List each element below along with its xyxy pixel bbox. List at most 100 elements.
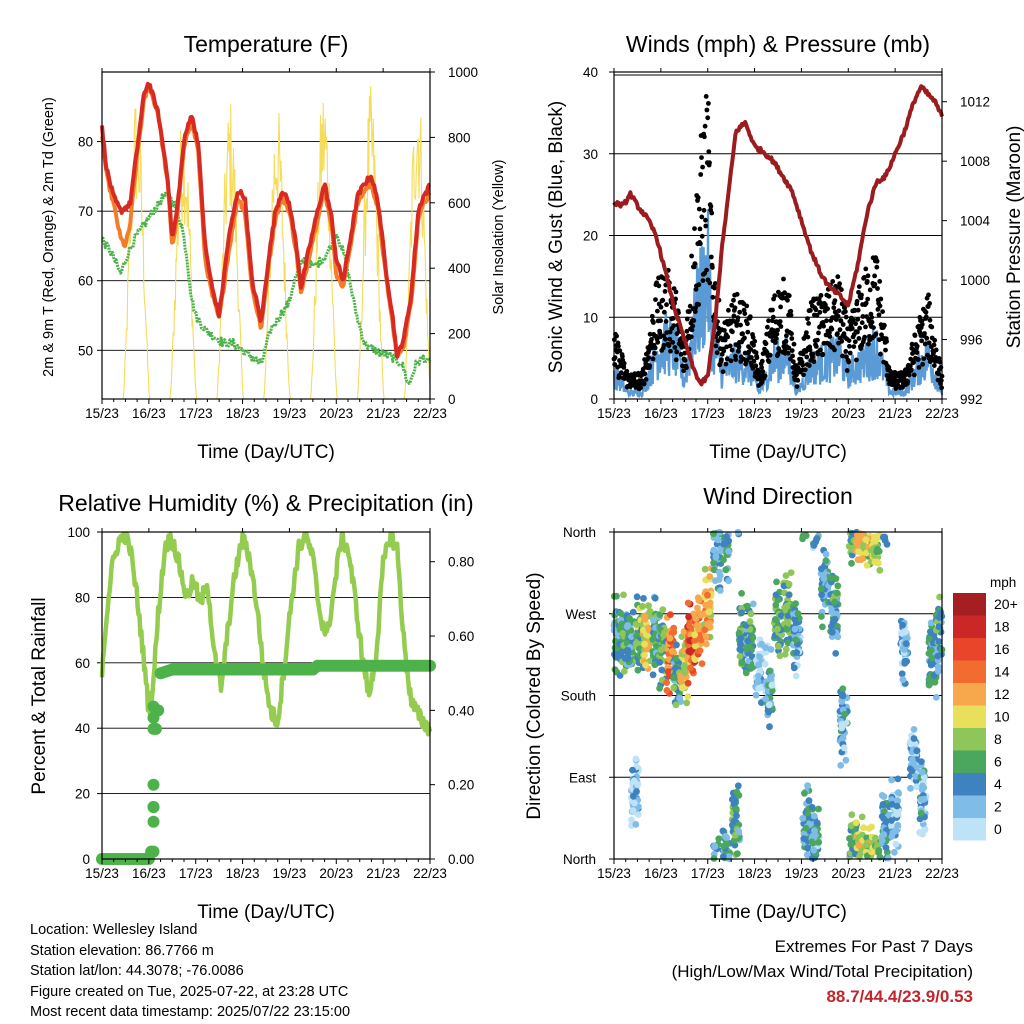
direction-point: [781, 651, 789, 658]
gust-point: [785, 297, 790, 303]
solar-ytick-label: 800: [448, 130, 471, 145]
direction-point: [907, 740, 915, 748]
extremes-title: Extremes For Past 7 Days: [774, 937, 973, 956]
gust-point: [698, 172, 704, 177]
direction-point: [691, 631, 698, 639]
temperature-xtick-label: 22/23: [413, 406, 447, 421]
pressure-ytick-label: 1000: [960, 273, 990, 288]
direction-point: [685, 613, 692, 621]
winds-xtick-label: 21/23: [878, 406, 912, 421]
direction-point: [616, 672, 624, 679]
direction-point: [846, 835, 853, 842]
gust-point: [726, 307, 731, 313]
direction-point: [668, 629, 676, 637]
gust-point: [871, 325, 876, 330]
direction-point: [791, 615, 799, 623]
gust-point: [922, 331, 927, 336]
gust-point: [684, 365, 689, 371]
direction-point: [723, 840, 731, 848]
direction-point: [894, 821, 902, 829]
legend-label: 4: [994, 776, 1002, 792]
legend-label: 2: [994, 799, 1002, 815]
direction-point: [624, 647, 632, 654]
precip-point: [147, 778, 160, 791]
direction-point: [817, 585, 825, 593]
direction-point: [738, 590, 745, 597]
gust-point: [759, 365, 764, 370]
direction-point: [809, 839, 817, 847]
direction-point: [742, 669, 750, 677]
gust-point: [846, 338, 852, 343]
direction-point: [899, 676, 907, 684]
gust-point: [827, 330, 832, 336]
gust-point: [696, 282, 702, 288]
wind-line: [612, 209, 944, 400]
gust-point: [751, 358, 757, 364]
direction-point: [771, 616, 779, 624]
gust-point: [727, 343, 733, 349]
wind-direction-title: Wind Direction: [703, 483, 853, 509]
gust-point: [730, 329, 735, 335]
direction-point: [666, 634, 674, 642]
temperature-xlabel: Time (Day/UTC): [197, 442, 335, 463]
gust-point: [865, 296, 871, 302]
gust-point: [747, 314, 753, 320]
gust-point: [789, 348, 795, 353]
gust-point: [936, 356, 942, 361]
direction-point: [631, 799, 638, 807]
direction-xtick-label: 21/23: [878, 866, 912, 881]
direction-point: [906, 765, 914, 773]
direction-point: [913, 747, 921, 755]
gust-point: [800, 362, 806, 368]
direction-point: [664, 668, 672, 676]
direction-point: [919, 782, 926, 790]
direction-point: [692, 642, 699, 650]
gust-point: [791, 341, 797, 347]
gust-point: [696, 206, 702, 212]
gust-point: [853, 321, 858, 327]
direction-point: [656, 658, 664, 666]
gust-point: [789, 331, 794, 337]
gust-point: [874, 264, 880, 270]
gust-point: [667, 336, 673, 342]
winds-xtick-label: 20/23: [831, 406, 865, 421]
direction-point: [754, 672, 762, 680]
direction-point: [649, 635, 657, 643]
direction-point: [822, 557, 830, 565]
direction-point: [901, 629, 909, 636]
precip-ytick-label: 0.00: [448, 852, 474, 867]
gust-point: [863, 324, 868, 330]
direction-point: [775, 642, 782, 650]
wind-direction-ylabel: Direction (Colored By Speed): [524, 572, 545, 819]
direction-xtick-label: 20/23: [831, 866, 865, 881]
direction-point: [721, 833, 729, 840]
gust-point: [854, 357, 859, 363]
direction-point: [634, 666, 642, 674]
gust-point: [709, 210, 715, 216]
direction-point: [818, 613, 825, 620]
gust-point: [651, 320, 656, 325]
direction-point: [782, 645, 790, 653]
gust-point: [663, 319, 669, 324]
direction-point: [641, 651, 648, 659]
gust-point: [790, 353, 795, 359]
direction-point: [710, 530, 717, 538]
gust-point: [882, 323, 887, 328]
direction-point: [819, 623, 826, 631]
speed-legend: mph 20+ 18 16 14 12 10 8 6 4 2 0: [953, 575, 1018, 841]
gust-point: [705, 115, 711, 121]
direction-point: [743, 645, 750, 653]
gust-point: [825, 306, 830, 312]
winds-xtick-label: 22/23: [925, 406, 959, 421]
gust-point: [830, 279, 836, 284]
gust-point: [843, 314, 849, 320]
gust-point: [729, 347, 735, 353]
direction-point: [733, 812, 740, 820]
gust-point: [849, 326, 855, 331]
precip-ytick-label: 0.40: [448, 703, 474, 718]
direction-point: [907, 784, 914, 792]
direction-point: [777, 612, 785, 619]
gust-point: [839, 338, 845, 344]
direction-point: [649, 671, 657, 679]
gust-point: [728, 358, 734, 364]
